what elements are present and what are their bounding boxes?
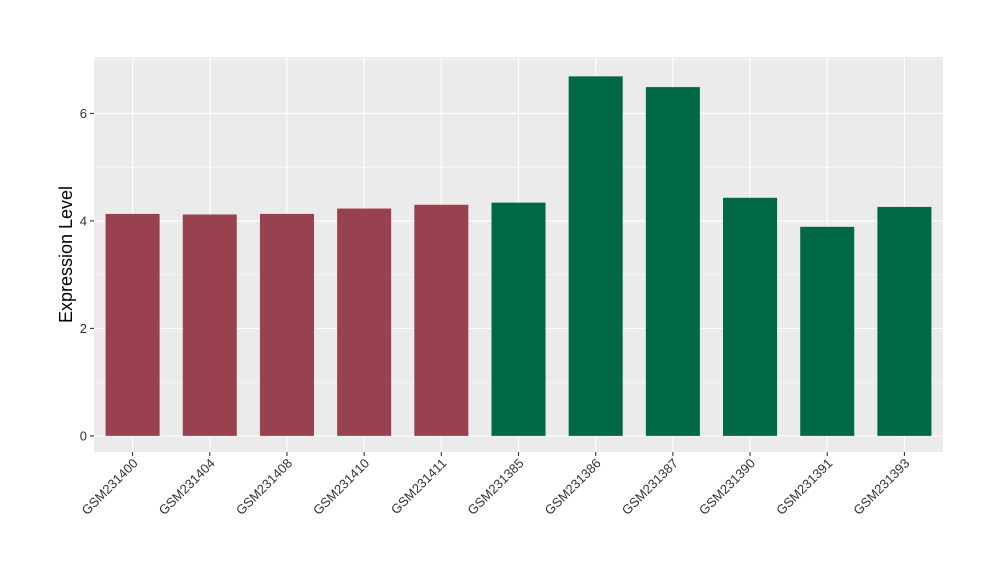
x-tick-label: GSM231410 xyxy=(310,456,372,518)
y-axis: 0 2 4 6 xyxy=(80,106,94,443)
bar-GSM231408 xyxy=(259,213,314,436)
bar-GSM231386 xyxy=(568,76,623,436)
y-tick-label: 6 xyxy=(80,106,87,121)
bar-GSM231393 xyxy=(877,206,932,436)
x-tick-label: GSM231390 xyxy=(696,456,758,518)
x-tick-label: GSM231386 xyxy=(542,456,604,518)
y-tick-label: 0 xyxy=(80,428,87,443)
y-tick-label: 4 xyxy=(80,213,87,228)
x-tick-label: GSM231393 xyxy=(850,456,912,518)
bar-GSM231404 xyxy=(182,214,237,436)
bar-GSM231411 xyxy=(414,204,469,436)
bars xyxy=(105,76,932,436)
bar-GSM231385 xyxy=(491,202,546,436)
x-tick-label: GSM231400 xyxy=(78,456,140,518)
x-tick-label: GSM231411 xyxy=(388,456,450,518)
bar-GSM231387 xyxy=(645,87,700,436)
x-tick-label: GSM231385 xyxy=(464,456,526,518)
x-tick-label: GSM231391 xyxy=(773,456,835,518)
x-tick-label: GSM231387 xyxy=(619,456,681,518)
x-tick-label: GSM231408 xyxy=(233,456,295,518)
bar-GSM231410 xyxy=(337,208,392,436)
x-axis: GSM231400 GSM231404 GSM231408 GSM231410 GSM2… xyxy=(78,452,913,518)
bar-GSM231390 xyxy=(723,197,778,436)
y-tick-label: 2 xyxy=(80,321,87,336)
bar-GSM231391 xyxy=(800,226,855,436)
bar-GSM231400 xyxy=(105,213,160,436)
y-axis-title: Expression Level xyxy=(56,186,76,323)
x-tick-label: GSM231404 xyxy=(156,456,218,518)
